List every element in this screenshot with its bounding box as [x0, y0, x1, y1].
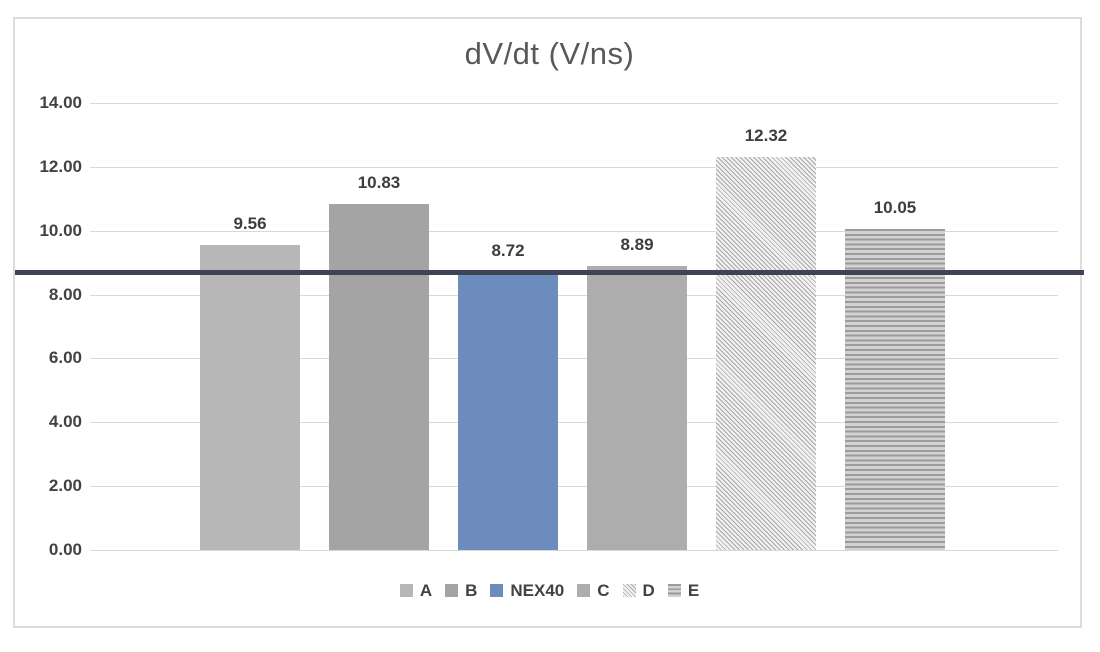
legend-label: D [642, 581, 655, 600]
bar-value-label: 12.32 [744, 125, 788, 145]
y-gridline [90, 422, 1058, 424]
bar-value-label: 10.05 [873, 198, 917, 218]
chart-legend: A B NEX40 C D E [13, 582, 1086, 599]
legend-swatch-icon [622, 584, 636, 597]
legend-label: A [419, 581, 433, 600]
y-tick-label: 6.00 [48, 348, 82, 368]
y-tick-label: 4.00 [48, 412, 82, 432]
bar-value-label: 8.72 [491, 240, 525, 260]
bar-value-label: 8.89 [620, 235, 654, 255]
y-gridline [90, 166, 1058, 168]
bar-NEX40 [458, 271, 558, 550]
y-gridline [90, 294, 1058, 296]
chart-title: dV/dt (V/ns) [464, 36, 635, 71]
legend-swatch-icon [490, 584, 504, 597]
y-tick-label: 2.00 [48, 476, 82, 496]
bar-B [329, 204, 429, 550]
legend-item-D: D [622, 581, 655, 600]
legend-item-E: E [667, 581, 700, 600]
y-gridline [90, 103, 1058, 104]
y-tick-label: 12.00 [39, 156, 82, 176]
y-tick-label: 0.00 [48, 540, 82, 559]
legend-label: B [465, 581, 478, 600]
legend-item-C: C [577, 581, 610, 600]
legend-swatch-icon [399, 584, 413, 597]
legend-item-B: B [445, 582, 477, 599]
bar-D [716, 156, 816, 550]
legend-swatch-icon [667, 584, 681, 597]
legend-swatch-icon [577, 584, 591, 597]
bar-value-label: 10.83 [357, 173, 401, 193]
legend-item-A: A [399, 581, 433, 600]
y-gridline [90, 358, 1058, 360]
legend-label: C [597, 581, 610, 600]
y-gridline [90, 230, 1058, 232]
y-tick-label: 10.00 [39, 220, 82, 240]
bar-A [200, 244, 300, 550]
y-tick-label: 14.00 [39, 93, 82, 112]
bar-C [587, 266, 687, 550]
legend-swatch-icon [445, 584, 459, 597]
bar-value-label: 9.56 [233, 213, 267, 233]
bar-E [845, 229, 945, 550]
legend-label: E [687, 581, 700, 600]
legend-label: NEX40 [510, 581, 565, 600]
y-gridline [90, 486, 1058, 488]
legend-item-NEX40: NEX40 [490, 582, 564, 599]
reference-line [15, 269, 1084, 275]
y-tick-label: 8.00 [48, 284, 82, 304]
y-gridline [90, 550, 1058, 551]
